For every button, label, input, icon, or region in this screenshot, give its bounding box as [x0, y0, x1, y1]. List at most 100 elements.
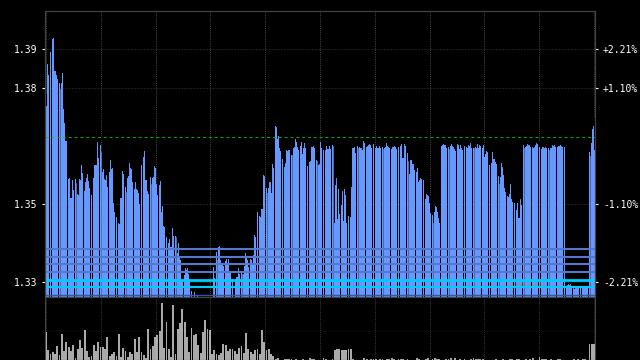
Bar: [334, 184, 336, 297]
Bar: [431, 194, 433, 297]
Bar: [188, 274, 190, 297]
Bar: [348, 186, 349, 297]
Bar: [466, 147, 468, 297]
Bar: [311, 359, 313, 360]
Bar: [109, 159, 111, 297]
Bar: [47, 64, 49, 297]
Bar: [166, 228, 168, 297]
Bar: [409, 159, 411, 297]
Bar: [229, 271, 231, 297]
Bar: [371, 145, 372, 297]
Bar: [72, 180, 74, 297]
Bar: [257, 209, 259, 297]
Bar: [273, 164, 275, 297]
Bar: [330, 146, 331, 149]
Text: sina.com: sina.com: [507, 279, 545, 288]
Bar: [177, 242, 179, 297]
Bar: [139, 193, 140, 204]
Bar: [498, 175, 499, 176]
Bar: [134, 339, 136, 360]
Bar: [118, 223, 120, 297]
Bar: [204, 320, 206, 360]
Bar: [586, 286, 588, 297]
Bar: [88, 357, 90, 360]
Bar: [316, 159, 317, 297]
Bar: [216, 241, 218, 297]
Bar: [311, 145, 313, 297]
Bar: [393, 145, 395, 297]
Bar: [111, 167, 113, 297]
Bar: [472, 358, 474, 360]
Bar: [541, 146, 542, 149]
Bar: [293, 146, 294, 148]
Bar: [59, 355, 61, 360]
Bar: [84, 330, 86, 360]
Bar: [129, 163, 131, 168]
Bar: [479, 359, 481, 360]
Bar: [163, 226, 165, 297]
Bar: [495, 162, 497, 297]
Bar: [159, 180, 160, 185]
Bar: [248, 260, 249, 297]
Bar: [477, 144, 479, 297]
Bar: [100, 139, 101, 297]
Bar: [554, 145, 556, 297]
Bar: [227, 258, 228, 297]
Bar: [275, 359, 276, 360]
Bar: [234, 351, 236, 360]
Bar: [436, 207, 438, 297]
Bar: [216, 354, 218, 360]
Bar: [300, 141, 301, 297]
Bar: [111, 354, 113, 360]
Bar: [95, 351, 97, 360]
Bar: [386, 143, 388, 297]
Bar: [355, 147, 356, 297]
Bar: [559, 359, 561, 360]
Bar: [238, 268, 240, 297]
Bar: [375, 145, 376, 297]
Bar: [73, 180, 74, 190]
Bar: [314, 146, 315, 148]
Bar: [320, 141, 322, 297]
Bar: [84, 181, 85, 191]
Bar: [484, 153, 485, 157]
Bar: [407, 148, 408, 153]
Bar: [543, 359, 545, 360]
Bar: [266, 350, 268, 360]
Bar: [529, 359, 531, 360]
Bar: [340, 190, 342, 297]
Bar: [173, 229, 174, 237]
Bar: [75, 358, 76, 360]
Bar: [116, 216, 117, 297]
Bar: [461, 148, 463, 149]
Bar: [198, 295, 199, 297]
Bar: [220, 260, 222, 297]
Bar: [175, 354, 177, 360]
Bar: [136, 352, 138, 360]
Bar: [307, 165, 308, 297]
Bar: [45, 105, 47, 109]
Bar: [593, 126, 595, 297]
Bar: [268, 349, 269, 360]
Bar: [227, 351, 228, 360]
Bar: [202, 333, 204, 360]
Bar: [425, 193, 426, 199]
Bar: [218, 245, 220, 247]
Bar: [91, 186, 92, 195]
Bar: [388, 147, 390, 297]
Bar: [434, 205, 436, 297]
Bar: [113, 203, 115, 297]
Bar: [525, 145, 527, 297]
Bar: [509, 359, 511, 360]
Bar: [254, 350, 256, 360]
Bar: [413, 164, 415, 297]
Bar: [357, 141, 358, 146]
Bar: [589, 127, 591, 297]
Bar: [227, 258, 228, 264]
Bar: [500, 162, 501, 177]
Bar: [382, 145, 383, 147]
Bar: [557, 145, 558, 147]
Bar: [384, 146, 386, 297]
Bar: [493, 145, 495, 297]
Bar: [400, 359, 402, 360]
